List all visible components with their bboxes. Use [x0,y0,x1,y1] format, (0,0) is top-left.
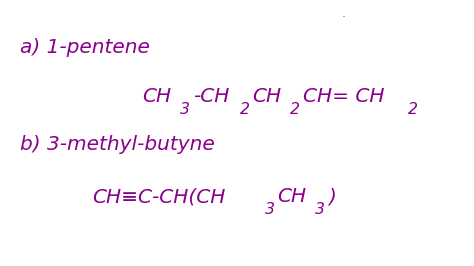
Text: CH: CH [142,88,171,106]
Text: 3: 3 [315,202,325,217]
Text: CH: CH [277,187,307,206]
Text: 3: 3 [180,102,190,117]
Text: CH≡C-CH(CH: CH≡C-CH(CH [92,187,226,206]
Text: 2: 2 [290,102,300,117]
Text: 2: 2 [408,102,418,117]
Text: a) 1-pentene: a) 1-pentene [20,38,150,57]
Text: b) 3-methyl-butyne: b) 3-methyl-butyne [20,135,215,154]
Text: 2: 2 [240,102,250,117]
Text: -CH: -CH [193,88,229,106]
Text: ): ) [328,187,336,206]
Text: 3: 3 [264,202,274,217]
Text: ·: · [342,11,346,24]
Text: CH: CH [253,88,282,106]
Text: CH= CH: CH= CH [303,88,384,106]
